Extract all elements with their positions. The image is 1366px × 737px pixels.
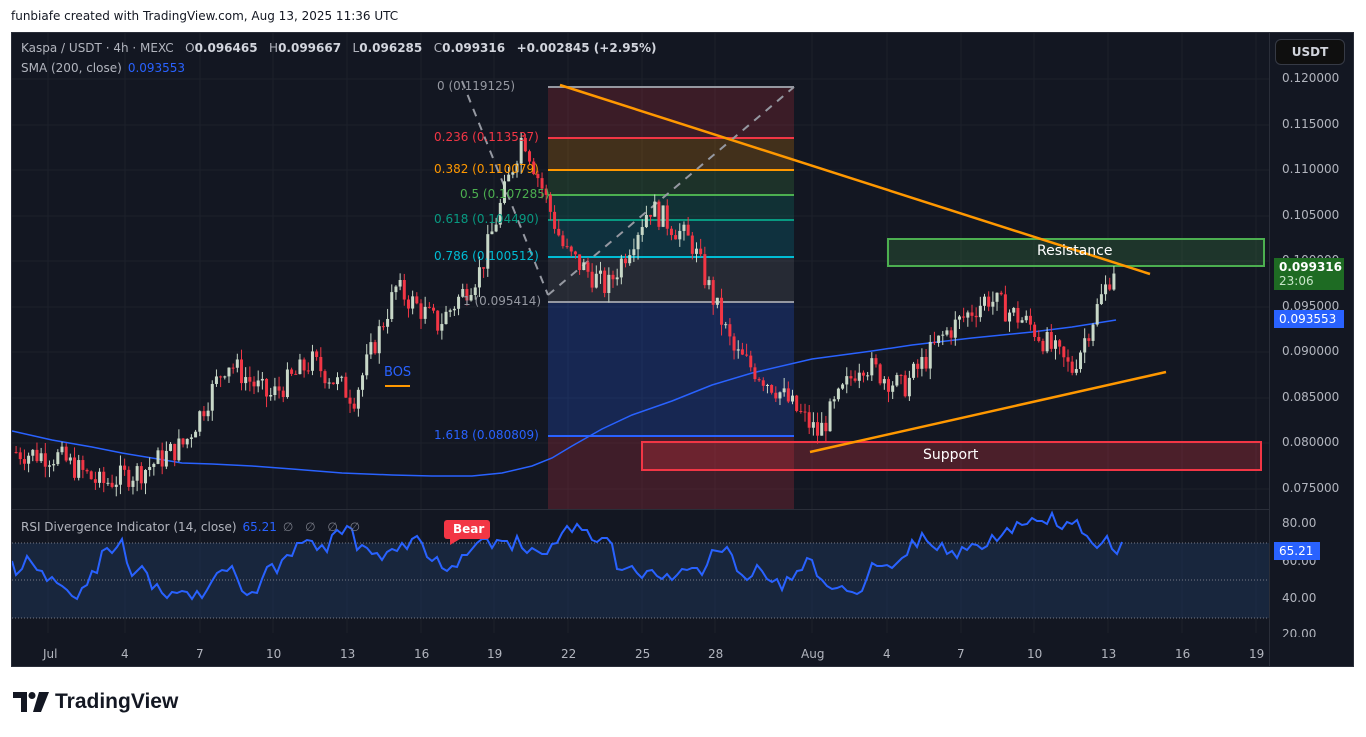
tradingview-logo-icon	[13, 692, 49, 712]
fib-label-0: 0 (0.119125)	[437, 79, 516, 93]
fib-label-0382: 0.382 (0.110079)	[434, 162, 539, 176]
bos-label: BOS	[384, 365, 412, 380]
last-price-tag: 0.099316 23:06	[1274, 258, 1344, 290]
ascending-trendline[interactable]	[809, 370, 1167, 454]
bear-divergence-marker[interactable]	[444, 520, 490, 545]
sma-price-tag: 0.093553	[1274, 310, 1344, 328]
currency-button[interactable]: USDT	[1275, 39, 1345, 65]
pane-separator[interactable]	[12, 509, 1269, 510]
sma-200-line[interactable]	[12, 319, 1117, 477]
fib-label-1: 1 (0.095414)	[463, 294, 542, 308]
tradingview-logo[interactable]: TradingView	[13, 690, 178, 714]
axis-separator	[1269, 33, 1270, 666]
candlesticks	[14, 132, 1116, 497]
fib-label-0786: 0.786 (0.100512)	[434, 249, 539, 263]
fib-label-0236: 0.236 (0.113537)	[434, 130, 539, 144]
grid	[12, 33, 1269, 633]
fibonacci-retracement[interactable]	[461, 80, 795, 509]
bear-label: Bear	[453, 522, 485, 536]
rsi-legend[interactable]: RSI Divergence Indicator (14, close) 65.2…	[21, 520, 365, 534]
sma-value: 0.093553	[127, 61, 186, 75]
chart-container[interactable]: Kaspa / USDT · 4h · MEXC O0.096465 H0.09…	[11, 32, 1354, 667]
resistance-label: Resistance	[1037, 243, 1113, 259]
support-label: Support	[923, 447, 979, 463]
chart-credit: funbiafe created with TradingView.com, A…	[11, 9, 399, 23]
fib-label-05: 0.5 (0.107285)	[460, 187, 550, 201]
change-value: +0.002845 (+2.95%)	[516, 41, 657, 55]
descending-trendline[interactable]	[559, 83, 1151, 276]
chart-canvas[interactable]	[12, 33, 1354, 667]
close-value: 0.099316	[442, 41, 506, 55]
symbol-label[interactable]: Kaspa / USDT · 4h · MEXC	[21, 41, 174, 55]
ohlc-legend: Kaspa / USDT · 4h · MEXC O0.096465 H0.09…	[21, 41, 657, 55]
tradingview-wordmark: TradingView	[55, 690, 179, 713]
fib-label-0618: 0.618 (0.104490)	[434, 212, 539, 226]
fib-label-1618: 1.618 (0.080809)	[434, 428, 539, 442]
support-zone[interactable]	[641, 441, 1262, 471]
rsi-value-tag: 65.21	[1274, 542, 1320, 560]
sma-legend[interactable]: SMA (200, close) 0.093553	[21, 61, 186, 75]
high-value: 0.099667	[278, 41, 342, 55]
open-value: 0.096465	[194, 41, 258, 55]
rsi-line[interactable]	[12, 510, 1123, 601]
last-price: 0.099316	[1279, 260, 1343, 274]
rsi-value: 65.21	[242, 520, 277, 534]
resistance-zone[interactable]	[887, 238, 1265, 267]
rsi-na-values: ∅ ∅ ∅ ∅	[282, 520, 365, 534]
bar-countdown: 23:06	[1279, 274, 1314, 288]
low-value: 0.096285	[359, 41, 423, 55]
